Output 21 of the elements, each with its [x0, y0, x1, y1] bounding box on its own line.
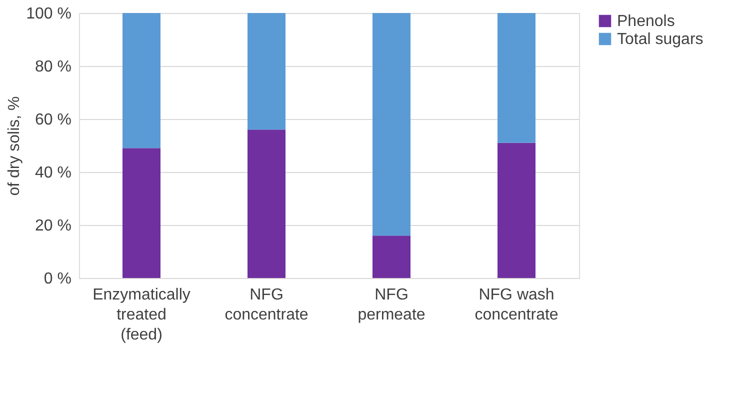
y-axis-title: of dry solis, %	[6, 96, 24, 196]
x-tick-label: NFG concentrate	[224, 286, 308, 324]
bar	[372, 13, 410, 236]
y-tick-label: 100 %	[26, 6, 72, 22]
bar	[248, 130, 286, 278]
x-tick-label: NFG wash concentrate	[474, 286, 558, 324]
y-tick-label: 0 %	[44, 270, 72, 288]
bar	[122, 13, 160, 148]
y-tick-label: 80 %	[35, 58, 72, 76]
bar	[498, 13, 536, 143]
y-tick-label: 20 %	[35, 218, 72, 234]
x-tick-label: Enzymatically treated (feed)	[92, 286, 190, 344]
x-tick-label: NFG permeate	[358, 286, 426, 324]
bar	[372, 236, 410, 278]
y-tick-label: 40 %	[35, 164, 72, 182]
legend-label: Phenols	[617, 13, 675, 30]
bar	[498, 142, 536, 278]
bar	[122, 148, 160, 278]
bar	[248, 13, 286, 130]
legend-label: Total sugars	[617, 31, 704, 48]
y-tick-label: 60 %	[35, 112, 72, 128]
